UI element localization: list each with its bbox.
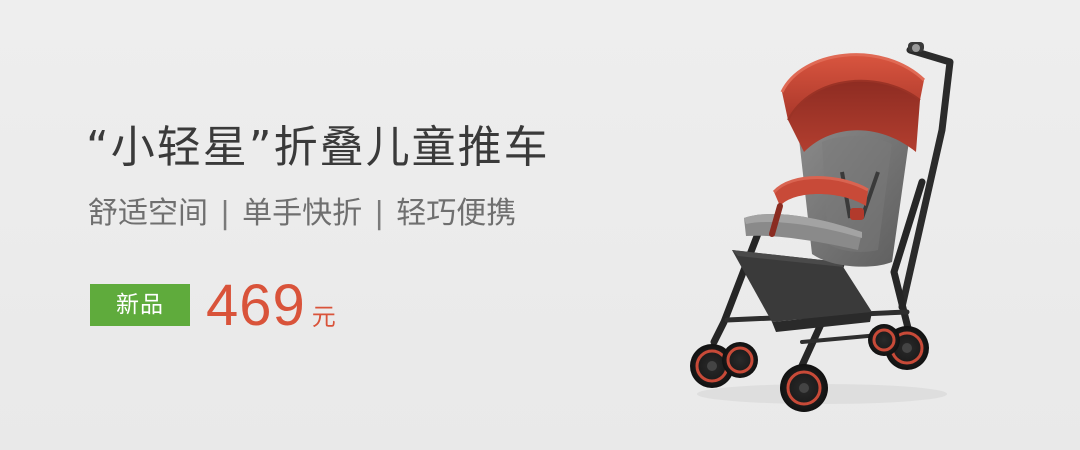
price-value: 469 [206, 273, 306, 338]
feature-comfort: 舒适空间 [88, 196, 208, 231]
wheel [722, 342, 758, 378]
feature-portable: 轻巧便携 [396, 196, 517, 231]
wheel [868, 324, 900, 356]
price-currency: 元 [311, 303, 336, 331]
feature-separator: | [220, 196, 231, 231]
new-product-badge: 新品 [90, 284, 190, 326]
stroller-image[interactable] [672, 22, 972, 422]
feature-fold: 单手快折 [242, 196, 363, 231]
product-title: “小轻星”折叠儿童推车 [86, 122, 550, 173]
price: 469 元 [206, 271, 336, 352]
feature-line: 舒适空间 | 单手快折 | 轻巧便携 [88, 193, 516, 235]
feature-separator: | [374, 196, 385, 231]
wheel [780, 364, 828, 412]
